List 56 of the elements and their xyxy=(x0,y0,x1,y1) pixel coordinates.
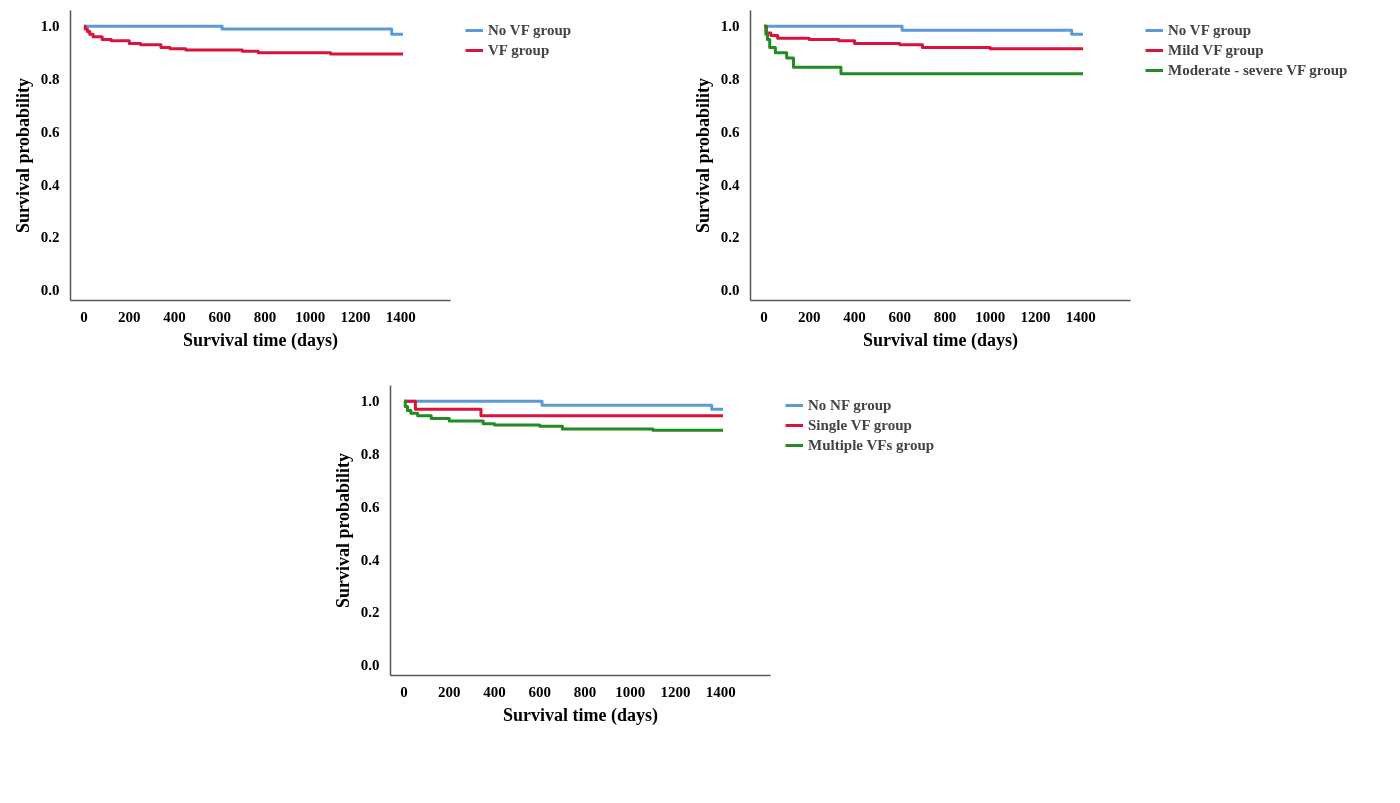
legend-label: Multiple VFs group xyxy=(808,436,935,454)
y-tick-label: 0.2 xyxy=(360,604,380,621)
y-tick-label: 0.8 xyxy=(40,71,60,88)
x-axis-title: Survival time (days) xyxy=(863,329,1018,351)
x-tick-label: 800 xyxy=(573,683,597,700)
y-tick-label: 0.2 xyxy=(40,229,60,246)
legend-label: No VF group xyxy=(1168,21,1252,39)
y-tick-label: 0.6 xyxy=(360,498,380,515)
x-axis-title: Survival time (days) xyxy=(183,329,338,351)
y-tick-label: 0.4 xyxy=(40,176,60,193)
x-tick-label: 1200 xyxy=(340,308,371,325)
x-tick-label: 200 xyxy=(438,683,461,700)
legend-label: No VF group xyxy=(488,21,572,39)
x-tick-label: 1200 xyxy=(1020,308,1051,325)
legend-label: Moderate - severe VF group xyxy=(1168,61,1348,79)
x-tick-label: 200 xyxy=(118,308,141,325)
x-tick-label: 600 xyxy=(528,683,552,700)
x-tick-label: 400 xyxy=(483,683,506,700)
legend-label: Single VF group xyxy=(808,416,912,434)
x-tick-label: 1000 xyxy=(295,308,326,325)
y-tick-label: 0.4 xyxy=(720,176,740,193)
y-tick-label: 0.0 xyxy=(720,281,740,298)
x-tick-label: 1400 xyxy=(705,683,736,700)
y-axis-title: Survival probability xyxy=(332,452,353,609)
y-tick-label: 0.8 xyxy=(360,446,380,463)
y-tick-label: 0.6 xyxy=(720,123,740,140)
legend-label: VF group xyxy=(488,41,550,59)
x-tick-label: 400 xyxy=(843,308,866,325)
y-tick-label: 0.6 xyxy=(40,123,60,140)
y-tick-label: 0.4 xyxy=(360,551,380,568)
x-tick-label: 1400 xyxy=(385,308,416,325)
x-axis-title: Survival time (days) xyxy=(503,704,658,726)
x-tick-label: 800 xyxy=(253,308,277,325)
x-tick-label: 200 xyxy=(798,308,821,325)
y-tick-label: 1.0 xyxy=(360,393,380,410)
x-tick-label: 0 xyxy=(400,683,408,700)
x-tick-label: 1000 xyxy=(975,308,1006,325)
y-tick-label: 0.0 xyxy=(360,656,380,673)
y-tick-label: 0.8 xyxy=(720,71,740,88)
x-tick-label: 800 xyxy=(933,308,957,325)
y-tick-label: 1.0 xyxy=(40,18,60,35)
x-tick-label: 0 xyxy=(80,308,88,325)
legend-label: No NF group xyxy=(808,396,892,414)
x-tick-label: 600 xyxy=(208,308,232,325)
x-tick-label: 1200 xyxy=(660,683,691,700)
x-tick-label: 1000 xyxy=(615,683,646,700)
x-tick-label: 600 xyxy=(888,308,912,325)
y-axis-title: Survival probability xyxy=(692,77,713,234)
x-tick-label: 400 xyxy=(163,308,186,325)
y-tick-label: 0.2 xyxy=(720,229,740,246)
y-tick-label: 1.0 xyxy=(720,18,740,35)
x-tick-label: 1400 xyxy=(1065,308,1096,325)
y-axis-title: Survival probability xyxy=(12,77,33,234)
legend-label: Mild VF group xyxy=(1168,41,1264,59)
y-tick-label: 0.0 xyxy=(40,281,60,298)
x-tick-label: 0 xyxy=(760,308,768,325)
